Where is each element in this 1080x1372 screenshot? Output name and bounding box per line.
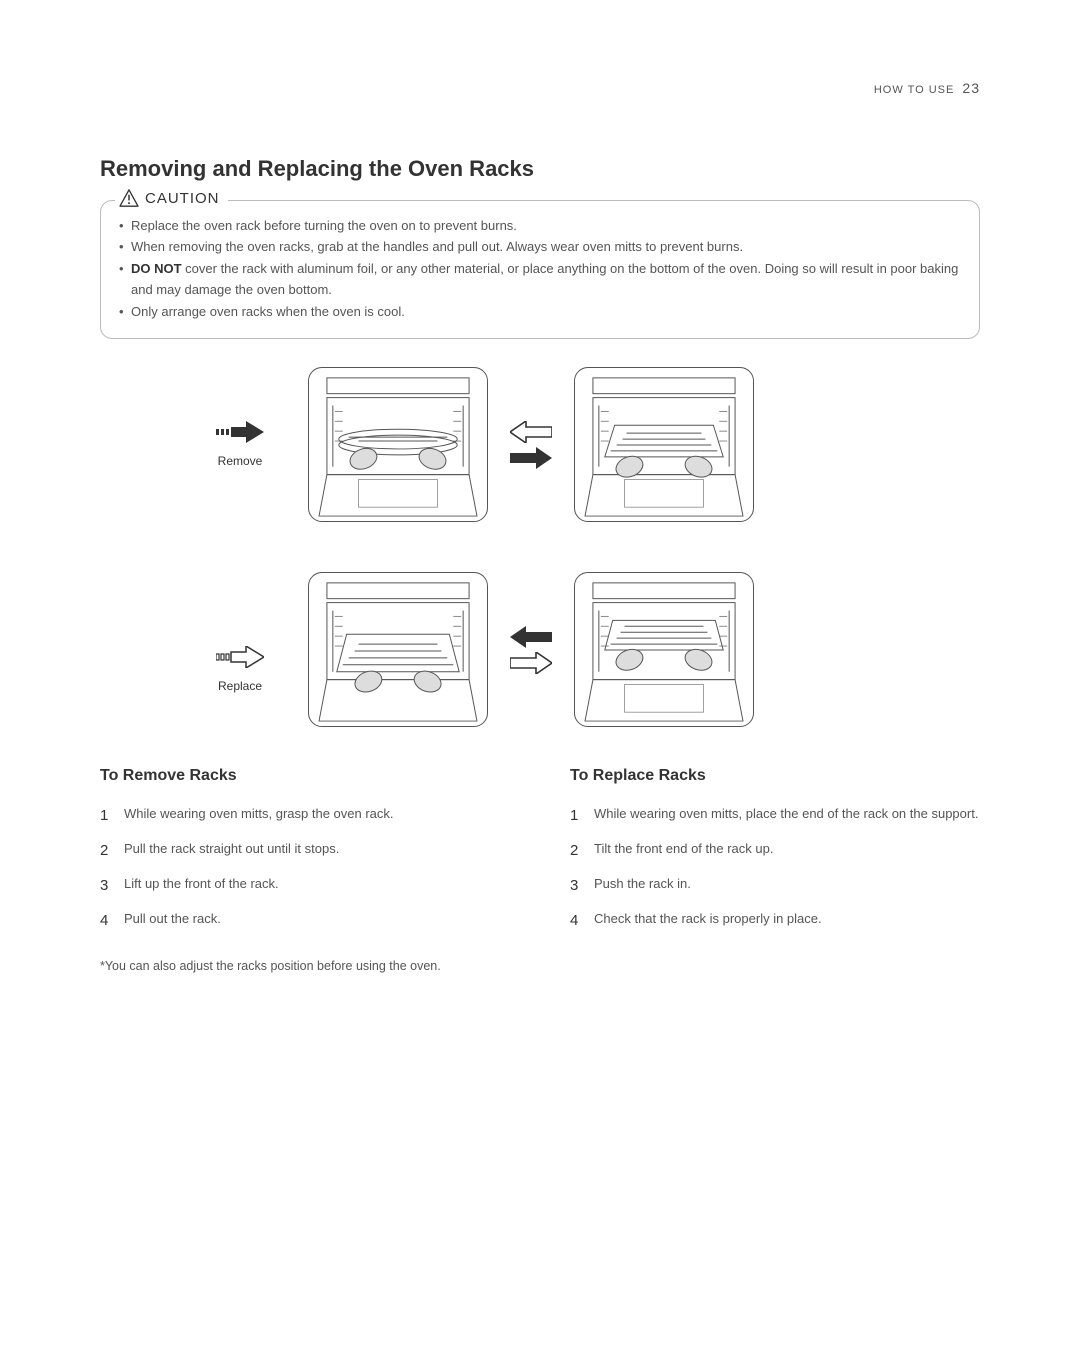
caution-item: DO NOT cover the rack with aluminum foil…	[119, 258, 961, 301]
caution-item: Only arrange oven racks when the oven is…	[119, 301, 961, 322]
remove-label: Remove	[190, 454, 290, 468]
remove-center-arrows	[506, 421, 556, 469]
list-item: 4Check that the rack is properly in plac…	[570, 910, 980, 931]
replace-label-col: Replace	[190, 646, 290, 693]
arrow-left-solid-icon	[510, 626, 552, 648]
page-number: 23	[962, 80, 980, 96]
remove-steps: 1While wearing oven mitts, grasp the ove…	[100, 805, 510, 931]
oven-replace-diagram-1	[308, 572, 488, 727]
page-header: HOW TO USE 23	[100, 80, 980, 96]
caution-box: CAUTION Replace the oven rack before tur…	[100, 200, 980, 339]
arrow-right-outline-icon	[216, 646, 264, 668]
replace-column: To Replace Racks 1While wearing oven mit…	[570, 767, 980, 973]
replace-label: Replace	[190, 679, 290, 693]
replace-steps: 1While wearing oven mitts, place the end…	[570, 805, 980, 931]
footnote: *You can also adjust the racks position …	[100, 959, 510, 973]
oven-remove-diagram-1	[308, 367, 488, 522]
remove-column: To Remove Racks 1While wearing oven mitt…	[100, 767, 510, 973]
oven-replace-diagram-2	[574, 572, 754, 727]
warning-icon	[119, 189, 139, 207]
replace-heading: To Replace Racks	[570, 767, 980, 785]
list-item: 4Pull out the rack.	[100, 910, 510, 931]
list-item: 1While wearing oven mitts, grasp the ove…	[100, 805, 510, 826]
arrow-right-solid-icon	[510, 447, 552, 469]
list-item: 1While wearing oven mitts, place the end…	[570, 805, 980, 826]
caution-item: Replace the oven rack before turning the…	[119, 215, 961, 236]
list-item: 2Pull the rack straight out until it sto…	[100, 840, 510, 861]
section-label: HOW TO USE	[874, 84, 955, 96]
arrow-left-outline-icon	[510, 421, 552, 443]
replace-diagram-row: Replace	[100, 572, 980, 727]
remove-heading: To Remove Racks	[100, 767, 510, 785]
replace-center-arrows	[506, 626, 556, 674]
oven-remove-diagram-2	[574, 367, 754, 522]
instructions-row: To Remove Racks 1While wearing oven mitt…	[100, 767, 980, 973]
arrow-right-solid-icon	[216, 421, 264, 443]
remove-label-col: Remove	[190, 421, 290, 468]
caution-label: CAUTION	[115, 189, 228, 207]
caution-list: Replace the oven rack before turning the…	[119, 215, 961, 322]
page-title: Removing and Replacing the Oven Racks	[100, 156, 980, 182]
caution-text: CAUTION	[145, 190, 220, 207]
list-item: 3Push the rack in.	[570, 875, 980, 896]
list-item: 2Tilt the front end of the rack up.	[570, 840, 980, 861]
remove-diagram-row: Remove	[100, 367, 980, 522]
caution-item: When removing the oven racks, grab at th…	[119, 236, 961, 257]
list-item: 3Lift up the front of the rack.	[100, 875, 510, 896]
arrow-right-outline-icon	[510, 652, 552, 674]
